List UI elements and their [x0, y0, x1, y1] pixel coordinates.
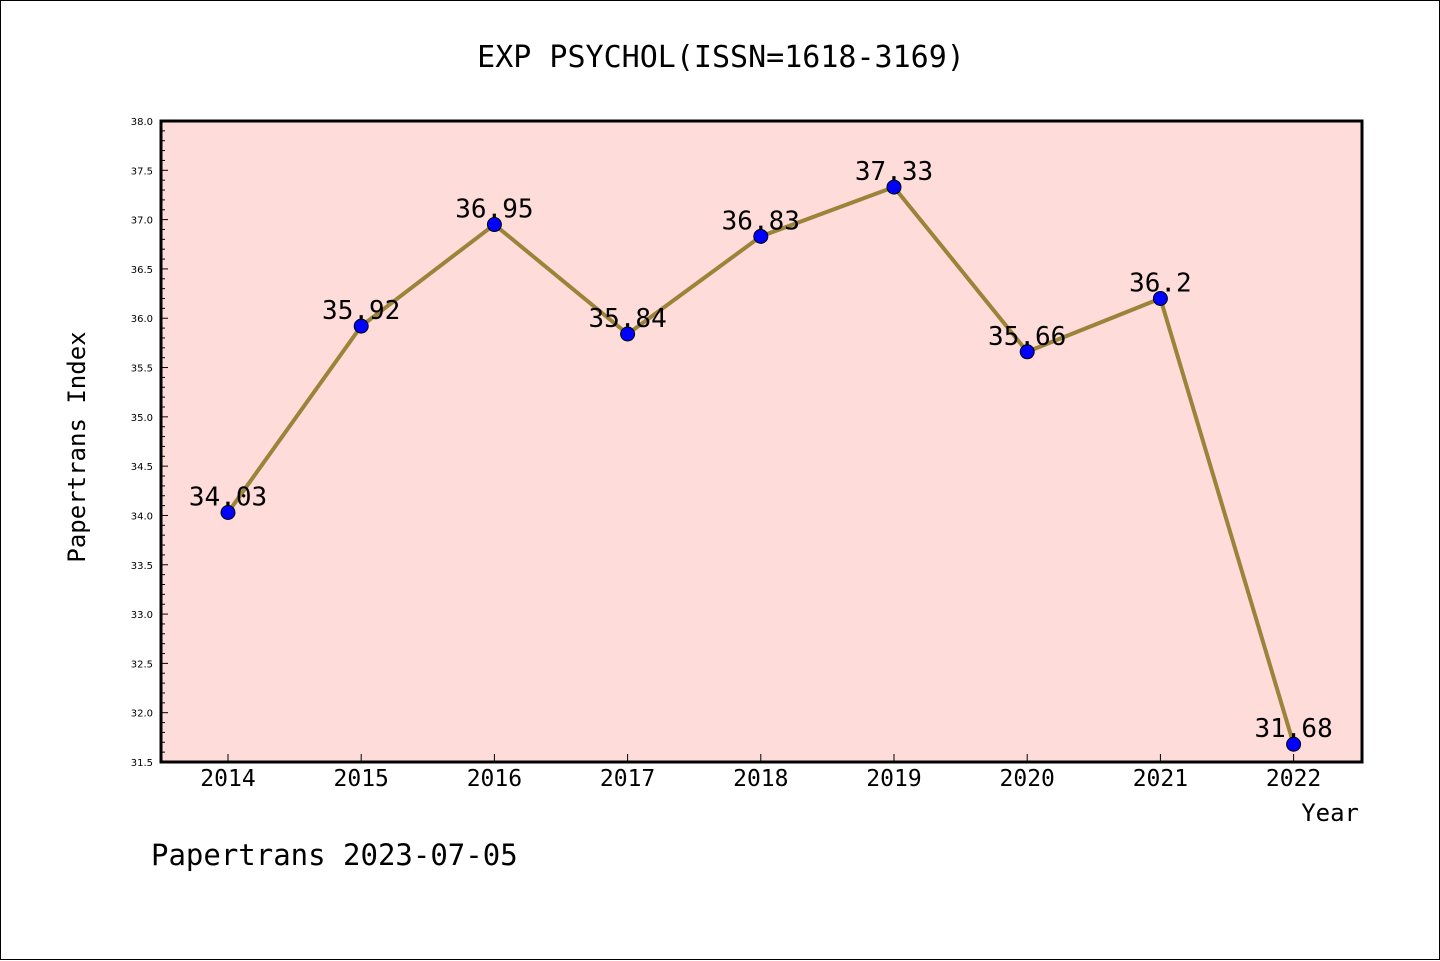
y-tick-label: 36.5 — [131, 265, 153, 276]
y-tick-label: 35.0 — [131, 413, 153, 424]
y-tick-label: 34.5 — [131, 462, 153, 473]
x-tick-label: 2022 — [1266, 766, 1321, 792]
x-tick-label: 2016 — [467, 766, 522, 792]
data-markers — [220, 179, 1302, 752]
data-label: 37.33 — [855, 157, 933, 187]
data-label: 34.03 — [189, 483, 267, 513]
data-label: 35.66 — [988, 322, 1066, 352]
y-tick-label: 37.0 — [131, 216, 153, 227]
y-tick-label: 33.5 — [131, 561, 153, 572]
y-tick-label: 34.0 — [131, 511, 153, 522]
y-axis-label: Papertrans Index — [63, 331, 91, 562]
data-point — [886, 179, 902, 195]
x-tick-label: 2018 — [733, 766, 788, 792]
x-tick-label: 2015 — [334, 766, 389, 792]
chart-title: EXP PSYCHOL(ISSN=1618-3169) — [477, 40, 965, 75]
x-axis-label: Year — [1301, 799, 1359, 827]
y-tick-label: 36.0 — [131, 314, 153, 325]
data-point — [220, 505, 236, 521]
y-tick-label: 33.0 — [131, 610, 153, 621]
x-axis: 2014 2015 2016 2017 2018 2019 2020 2021 2022 — [200, 754, 1321, 792]
data-label: 35.92 — [322, 296, 400, 326]
data-point — [353, 318, 369, 334]
y-tick-label: 35.5 — [131, 364, 153, 375]
y-tick-label: 37.5 — [131, 166, 153, 177]
data-point — [1286, 736, 1302, 752]
data-label: 31.68 — [1254, 714, 1332, 744]
data-point — [1019, 344, 1035, 360]
data-point — [1152, 291, 1168, 307]
y-tick-label: 31.5 — [131, 758, 153, 769]
data-point — [620, 326, 636, 342]
data-label: 36.83 — [722, 206, 800, 236]
x-tick-label: 2019 — [866, 766, 921, 792]
plot-area — [161, 121, 1362, 762]
x-tick-label: 2017 — [600, 766, 655, 792]
y-tick-label: 32.5 — [131, 659, 153, 670]
footer-text: Papertrans 2023-07-05 — [151, 838, 518, 872]
y-tick-label: 38.0 — [131, 117, 153, 128]
x-tick-label: 2021 — [1133, 766, 1188, 792]
y-tick-label: 32.0 — [131, 709, 153, 720]
data-labels: 34.03 35.92 36.95 35.84 36.83 37.33 35.66 36.2 3… — [189, 157, 1333, 744]
data-label: 36.2 — [1129, 269, 1192, 299]
data-label: 35.84 — [588, 304, 666, 334]
data-point — [753, 228, 769, 244]
plot-border — [159, 119, 1364, 764]
data-label: 36.95 — [455, 195, 533, 225]
data-point — [486, 217, 502, 233]
x-tick-label: 2020 — [1000, 766, 1055, 792]
x-tick-label: 2014 — [200, 766, 255, 792]
